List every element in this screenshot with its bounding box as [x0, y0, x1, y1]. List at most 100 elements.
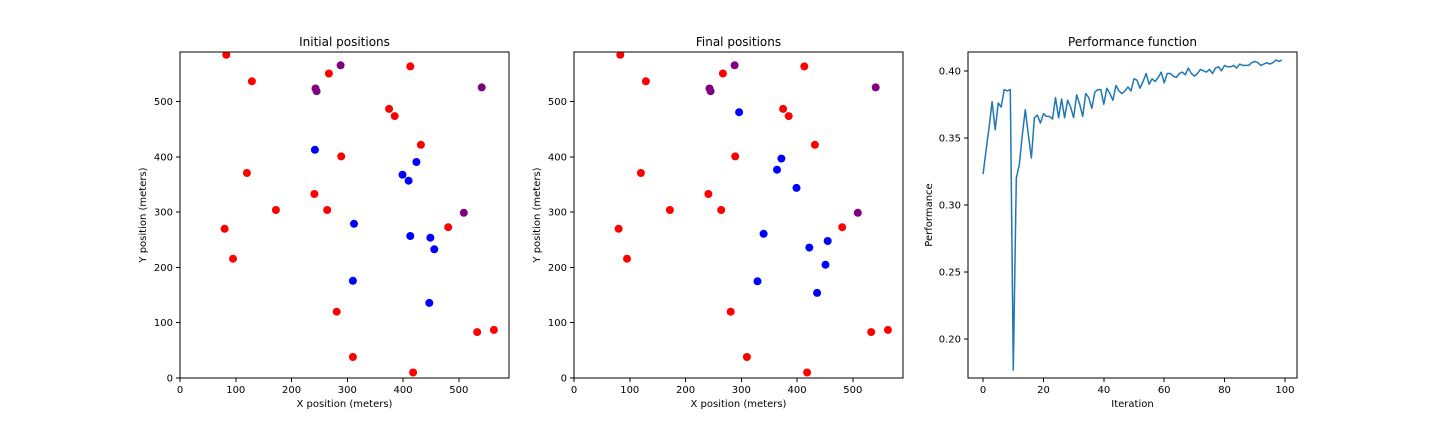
scatter-point [636, 169, 645, 177]
scatter-point [803, 368, 812, 377]
chart-title: Initial positions [299, 35, 390, 49]
x-tick-label: 500 [449, 385, 468, 396]
chart-panel-3: 0 20 40 60 80 100 0.20 0.25 0.30 0.35 0.40 Performa… [924, 35, 1298, 410]
y-tick-label: 500 [154, 97, 173, 108]
scatter-point [348, 276, 357, 285]
x-tick-label: 400 [788, 385, 807, 396]
scatter-point [409, 368, 418, 377]
y-tick-label: 100 [154, 318, 173, 329]
y-tick-label: 0.25 [939, 268, 961, 279]
scatter-point [730, 61, 739, 70]
plot-area [982, 59, 1283, 371]
scatter-point [404, 176, 413, 185]
scatter-point [222, 52, 231, 59]
scatter-point [853, 208, 862, 217]
scatter-point [242, 169, 251, 177]
x-tick-label: 0 [571, 385, 577, 396]
scatter-point [324, 69, 333, 78]
y-tick-label: 200 [154, 263, 173, 274]
y-tick-label: 300 [154, 208, 173, 219]
scatter-point [444, 223, 453, 232]
scatter-point [425, 298, 434, 307]
scatter-point [718, 69, 727, 78]
y-tick-label: 400 [154, 152, 173, 163]
scatter-point [726, 307, 735, 316]
scatter-point [473, 328, 482, 337]
scatter-point [348, 353, 357, 361]
y-axis-label: Y position (meters) [532, 167, 543, 263]
x-tick-label: 0 [980, 385, 986, 396]
x-tick-label: 300 [732, 385, 751, 396]
scatter-point [805, 243, 814, 252]
x-tick-label: 60 [1158, 385, 1171, 396]
x-tick-label: 500 [843, 385, 862, 396]
performance-line [982, 59, 1283, 371]
plot-area [220, 52, 498, 377]
scatter-point [332, 307, 341, 316]
y-tick-label: 0.40 [939, 66, 961, 77]
x-tick-label: 400 [394, 385, 413, 396]
x-tick-label: 300 [338, 385, 357, 396]
scatter-point [614, 224, 623, 233]
scatter-point [390, 112, 399, 121]
plot-area [614, 52, 892, 377]
scatter-point [406, 232, 415, 240]
scatter-point [350, 219, 358, 228]
scatter-point [735, 108, 744, 117]
chart-panel-2: 0 100 200 300 400 500 0 100 200 300 400 500 Final po… [532, 35, 904, 410]
scatter-point [665, 206, 674, 214]
y-axis-label: Performance [924, 183, 935, 246]
scatter-point [477, 83, 486, 92]
scatter-point [838, 223, 847, 232]
scatter-point [821, 260, 830, 269]
y-tick-label: 100 [548, 318, 567, 329]
y-tick-label: 0.30 [939, 200, 961, 211]
scatter-point [800, 62, 809, 71]
axes-frame [573, 51, 904, 379]
x-axis-label: Iteration [1111, 399, 1153, 410]
scatter-point [336, 61, 345, 70]
y-tick-label: 500 [548, 97, 567, 108]
chart-panel-1: 0 100 200 300 400 500 0 100 200 300 400 500 Initial … [138, 35, 510, 410]
y-tick-label: 0.35 [939, 133, 961, 144]
scatter-point [759, 229, 768, 238]
x-tick-label: 200 [676, 385, 695, 396]
x-tick-label: 20 [1037, 385, 1050, 396]
x-tick-label: 80 [1218, 385, 1231, 396]
x-tick-label: 200 [282, 385, 301, 396]
scatter-point [247, 77, 256, 86]
scatter-point [398, 170, 407, 179]
scatter-point [616, 52, 625, 59]
y-tick-label: 0 [167, 374, 173, 385]
scatter-point [312, 87, 321, 96]
y-tick-label: 0.20 [939, 335, 961, 346]
scatter-point [406, 62, 415, 71]
scatter-point [430, 245, 439, 254]
x-axis-label: X position (meters) [691, 399, 787, 410]
x-tick-label: 100 [1275, 385, 1294, 396]
axes-frame [179, 51, 510, 379]
y-tick-label: 200 [548, 263, 567, 274]
x-tick-label: 100 [620, 385, 639, 396]
scatter-point [823, 237, 832, 245]
scatter-point [753, 277, 762, 286]
y-tick-label: 400 [548, 152, 567, 163]
scatter-point [717, 206, 726, 214]
scatter-point [337, 152, 346, 161]
scatter-point [323, 206, 332, 214]
scatter-point [641, 77, 650, 86]
scatter-point [871, 83, 880, 92]
scatter-point [813, 288, 822, 297]
scatter-point [416, 140, 425, 149]
y-tick-label: 300 [548, 208, 567, 219]
scatter-point [310, 145, 319, 154]
x-tick-label: 40 [1097, 385, 1110, 396]
scatter-point [271, 206, 280, 214]
chart-title: Final positions [696, 35, 781, 49]
scatter-point [731, 152, 740, 161]
scatter-point [426, 233, 435, 242]
scatter-point [706, 87, 715, 96]
scatter-point [883, 325, 892, 334]
x-tick-label: 100 [226, 385, 245, 396]
